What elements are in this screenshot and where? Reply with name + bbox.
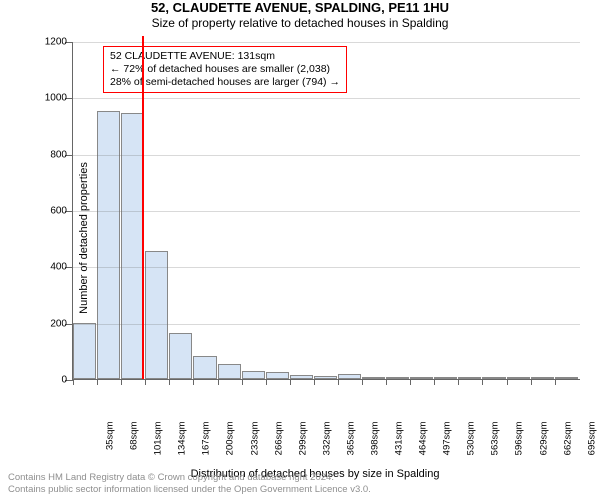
histogram-chart: Number of detached properties 52 CLAUDET…	[50, 42, 580, 434]
histogram-bar	[458, 377, 481, 379]
attribution: Contains HM Land Registry data © Crown c…	[8, 472, 371, 496]
y-tick-label: 800	[35, 149, 67, 160]
grid-line	[73, 98, 580, 99]
histogram-bar	[121, 113, 144, 379]
x-tick-label: 629sqm	[538, 422, 549, 462]
x-tick	[410, 379, 411, 385]
x-tick	[314, 379, 315, 385]
y-tick-label: 400	[35, 262, 67, 273]
x-tick-label: 398sqm	[369, 422, 380, 462]
histogram-bar	[386, 377, 409, 379]
x-tick-label: 530sqm	[466, 422, 477, 462]
x-tick	[482, 379, 483, 385]
x-tick-label: 332sqm	[321, 422, 332, 462]
x-tick-label: 266sqm	[273, 422, 284, 462]
callout-line-1: 52 CLAUDETTE AVENUE: 131sqm	[110, 50, 340, 63]
x-tick-label: 35sqm	[105, 422, 116, 462]
x-tick	[121, 379, 122, 385]
property-marker-line	[142, 36, 144, 379]
histogram-bar	[218, 364, 241, 379]
x-tick-label: 563sqm	[490, 422, 501, 462]
histogram-bar	[434, 377, 457, 379]
x-tick-label: 497sqm	[442, 422, 453, 462]
x-tick-label: 464sqm	[418, 422, 429, 462]
histogram-bar	[73, 323, 96, 379]
histogram-bar	[507, 377, 530, 379]
x-tick-label: 695sqm	[586, 422, 597, 462]
x-tick-label: 167sqm	[201, 422, 212, 462]
y-tick-label: 1000	[35, 93, 67, 104]
callout-line-3: 28% of semi-detached houses are larger (…	[110, 76, 340, 89]
attribution-line-2: Contains public sector information licen…	[8, 484, 371, 496]
histogram-bar	[555, 377, 578, 379]
histogram-bar	[338, 374, 361, 379]
x-tick-label: 431sqm	[394, 422, 405, 462]
histogram-bar	[362, 377, 385, 379]
histogram-bar	[482, 377, 505, 379]
x-tick	[458, 379, 459, 385]
histogram-bar	[242, 371, 265, 379]
y-tick-label: 600	[35, 206, 67, 217]
page-subtitle: Size of property relative to detached ho…	[0, 16, 600, 30]
x-tick	[169, 379, 170, 385]
y-tick-label: 0	[35, 375, 67, 386]
grid-line	[73, 324, 580, 325]
histogram-bar	[290, 375, 313, 379]
x-tick-label: 233sqm	[249, 422, 260, 462]
grid-line	[73, 155, 580, 156]
x-tick	[73, 379, 74, 385]
x-tick	[193, 379, 194, 385]
histogram-bar	[169, 333, 192, 379]
page-title: 52, CLAUDETTE AVENUE, SPALDING, PE11 1HU	[0, 0, 600, 15]
grid-line	[73, 42, 580, 43]
histogram-bar	[410, 377, 433, 379]
x-tick	[266, 379, 267, 385]
x-tick-label: 299sqm	[297, 422, 308, 462]
x-tick	[507, 379, 508, 385]
x-tick-label: 68sqm	[129, 422, 140, 462]
x-tick	[290, 379, 291, 385]
x-tick-label: 365sqm	[345, 422, 356, 462]
x-tick-label: 101sqm	[153, 422, 164, 462]
x-tick-label: 134sqm	[177, 422, 188, 462]
x-tick-label: 200sqm	[225, 422, 236, 462]
grid-line	[73, 267, 580, 268]
x-tick	[386, 379, 387, 385]
x-tick	[338, 379, 339, 385]
x-tick	[145, 379, 146, 385]
x-tick	[531, 379, 532, 385]
grid-line	[73, 211, 580, 212]
x-tick	[242, 379, 243, 385]
y-tick-label: 200	[35, 318, 67, 329]
histogram-bar	[531, 377, 554, 379]
x-tick	[362, 379, 363, 385]
marker-callout: 52 CLAUDETTE AVENUE: 131sqm ← 72% of det…	[103, 46, 347, 93]
plot-area: 52 CLAUDETTE AVENUE: 131sqm ← 72% of det…	[72, 42, 580, 380]
x-tick	[555, 379, 556, 385]
attribution-line-1: Contains HM Land Registry data © Crown c…	[8, 472, 371, 484]
histogram-bar	[97, 111, 120, 379]
histogram-bar	[266, 372, 289, 379]
x-tick	[97, 379, 98, 385]
x-tick	[434, 379, 435, 385]
x-tick	[218, 379, 219, 385]
y-tick-label: 1200	[35, 37, 67, 48]
histogram-bar	[314, 376, 337, 379]
x-tick-label: 662sqm	[562, 422, 573, 462]
x-tick-label: 596sqm	[514, 422, 525, 462]
callout-line-2: ← 72% of detached houses are smaller (2,…	[110, 63, 340, 76]
histogram-bar	[193, 356, 216, 379]
histogram-bar	[145, 251, 168, 379]
